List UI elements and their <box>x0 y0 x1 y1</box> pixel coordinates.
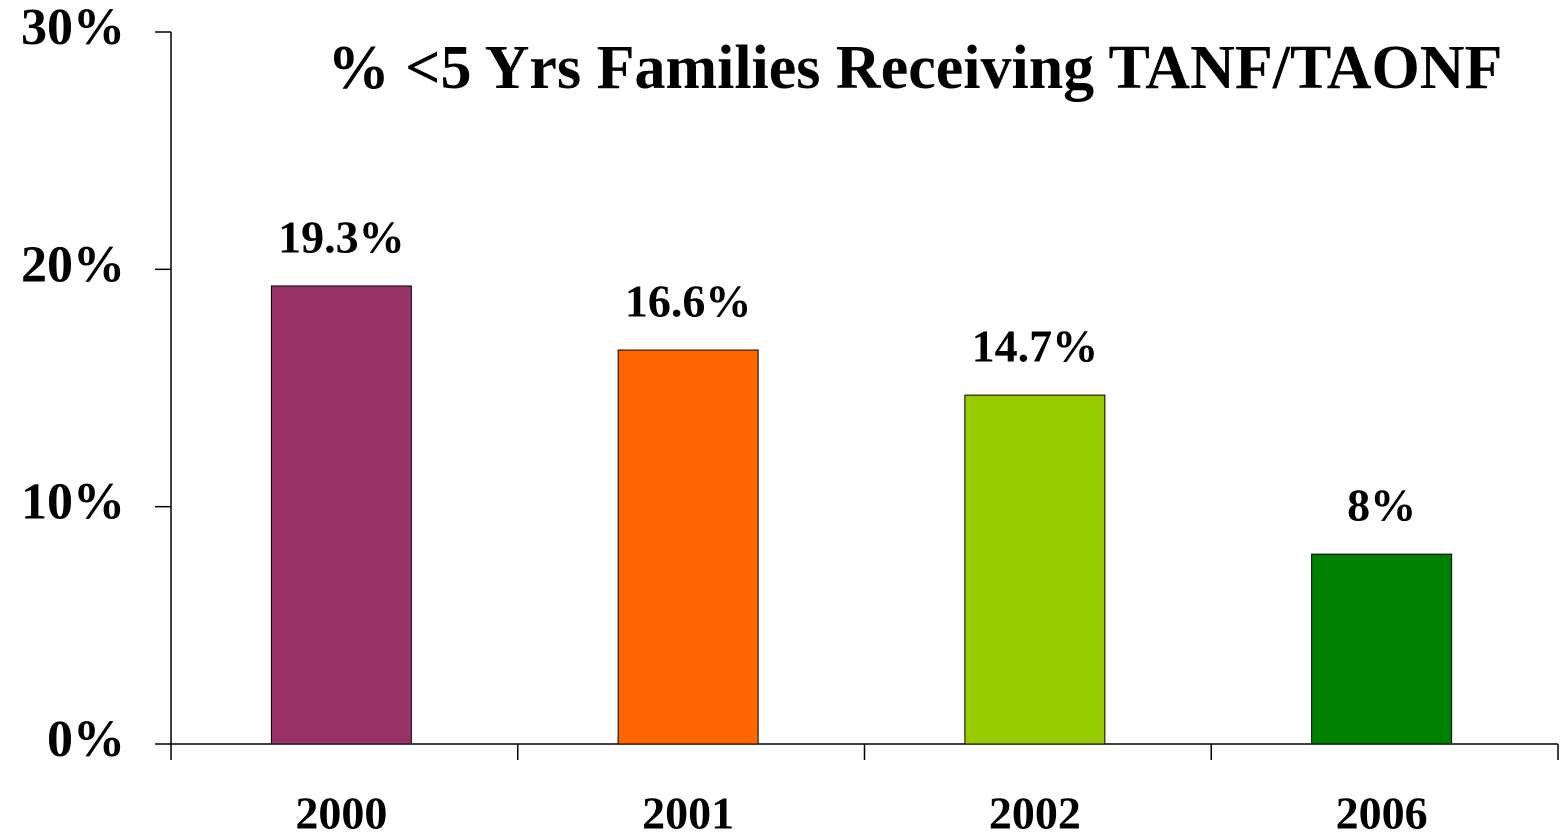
x-tick-label: 2001 <box>642 788 734 838</box>
x-tick-label: 2006 <box>1336 788 1428 838</box>
x-tick-label: 2002 <box>989 788 1081 838</box>
y-tick-label: 0% <box>47 711 125 768</box>
bar <box>270 285 412 745</box>
bar <box>1311 553 1453 745</box>
bar <box>964 394 1106 745</box>
x-tick-label: 2000 <box>295 788 387 838</box>
data-label: 19.3% <box>278 212 405 263</box>
chart-title: % <5 Yrs Families Receiving TANF/TAONF <box>328 34 1503 102</box>
bar <box>617 349 759 745</box>
y-tick-label: 30% <box>21 0 125 56</box>
data-label: 8% <box>1347 480 1416 531</box>
data-label: 16.6% <box>625 276 752 327</box>
data-label: 14.7% <box>972 321 1099 372</box>
y-tick-label: 20% <box>21 236 125 293</box>
y-tick-label: 10% <box>21 474 125 531</box>
